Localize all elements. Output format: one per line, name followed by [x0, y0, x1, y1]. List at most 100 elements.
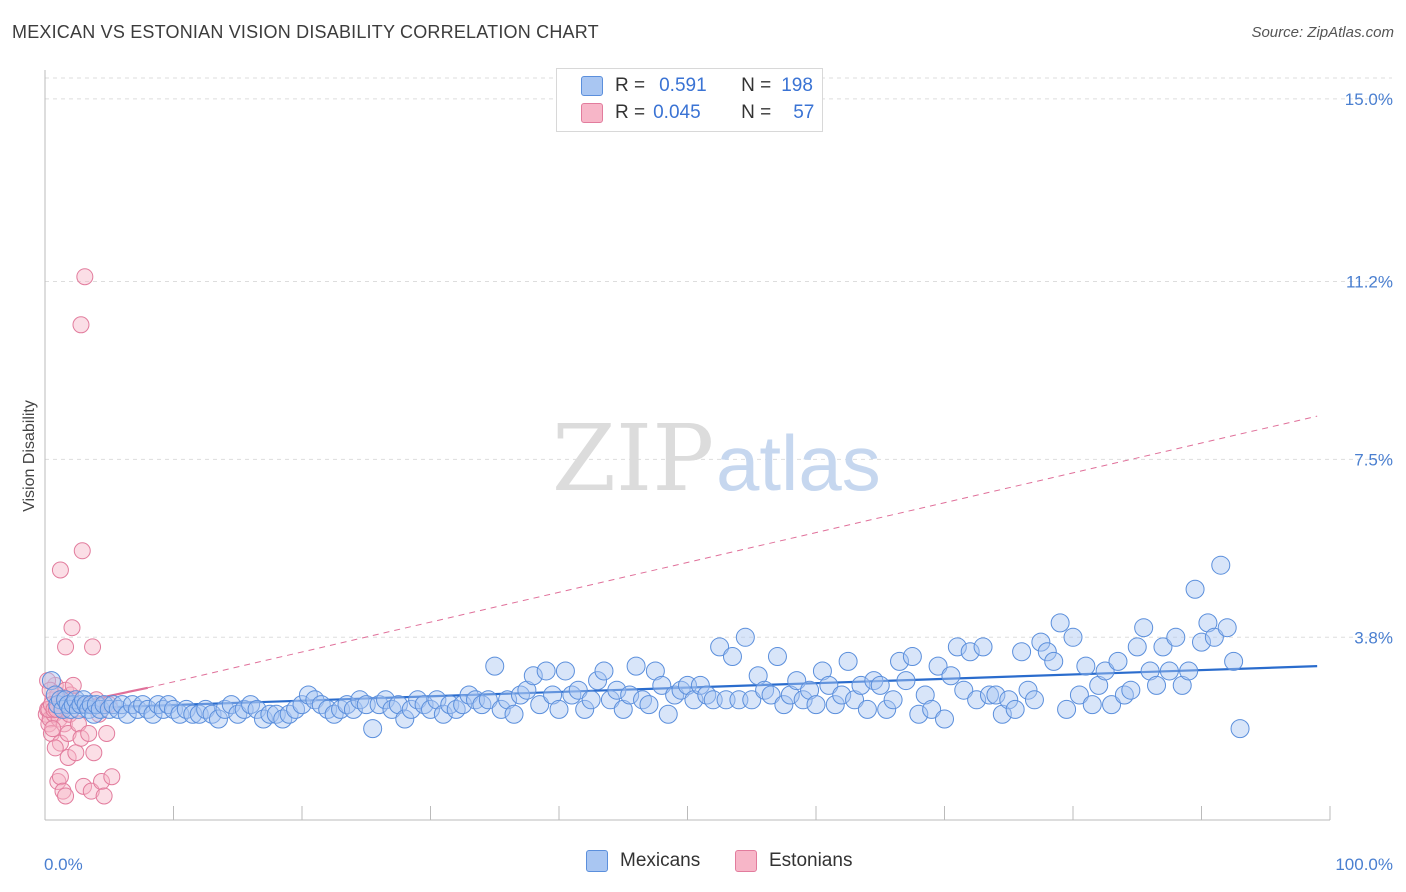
estonians-point — [84, 638, 102, 656]
series-legend: Mexicans Estonians — [0, 850, 1406, 880]
mexicans-point — [228, 704, 248, 724]
watermark-atlas: atlas — [716, 419, 881, 507]
estonians-point — [51, 561, 69, 579]
legend-label-estonians: Estonians — [769, 850, 853, 871]
mexicans-point — [286, 699, 306, 719]
mexicans-point — [613, 699, 633, 719]
mexicans-point — [594, 661, 614, 681]
estonians-point — [49, 773, 67, 791]
mexicans-point — [1230, 719, 1250, 739]
mexicans-point — [530, 695, 550, 715]
mexicans-point — [909, 704, 929, 724]
mexicans-point — [722, 647, 742, 667]
estonians-point — [63, 619, 81, 637]
n-value: 57 — [793, 102, 815, 123]
n-value: 198 — [781, 75, 813, 96]
mexicans-point — [523, 666, 543, 686]
mexicans-point — [1140, 661, 1160, 681]
mexicans-point — [870, 675, 890, 695]
mexicans-point — [517, 680, 537, 700]
mexicans-point — [825, 695, 845, 715]
mexicans-point — [877, 699, 897, 719]
legend-item-mexicans[interactable]: Mexicans — [586, 850, 700, 872]
mexicans-point — [395, 709, 415, 729]
mexicans-point — [279, 704, 299, 724]
mexicans-point — [337, 695, 357, 715]
mexicans-point — [915, 685, 935, 705]
estonians-point — [93, 773, 111, 791]
mexicans-point — [755, 680, 775, 700]
mexicans-point — [1095, 661, 1115, 681]
mexicans-point — [215, 699, 235, 719]
mexicans-point — [954, 680, 974, 700]
mexicans-point — [41, 671, 61, 691]
mexicans-point — [620, 685, 640, 705]
mexicans-point — [408, 690, 428, 710]
mexicans-point — [343, 699, 363, 719]
mexicans-point — [401, 699, 421, 719]
mexicans-point — [491, 699, 511, 719]
mexicans-point — [562, 685, 582, 705]
mexicans-swatch — [581, 76, 603, 96]
mexicans-point — [960, 642, 980, 662]
estonians-swatch — [581, 103, 603, 123]
estonians-swatch — [735, 850, 757, 872]
mexicans-point — [864, 671, 884, 691]
mexicans-point — [896, 671, 916, 691]
mexicans-point — [1159, 661, 1179, 681]
r-label: R = — [615, 102, 646, 123]
mexicans-point — [549, 699, 569, 719]
mexicans-point — [581, 690, 601, 710]
r-value: 0.591 — [659, 75, 707, 96]
estonians-point — [95, 787, 113, 805]
legend-row-mexicans: R = 0.591 N = 198 — [581, 73, 813, 99]
mexicans-point — [1172, 675, 1192, 695]
estonians-point — [67, 744, 85, 762]
legend-label-mexicans: Mexicans — [620, 850, 701, 871]
mexicans-point — [645, 661, 665, 681]
mexicans-point — [1018, 680, 1038, 700]
legend-item-estonians[interactable]: Estonians — [735, 850, 852, 872]
mexicans-point — [992, 704, 1012, 724]
mexicans-point — [221, 695, 241, 715]
mexicans-point — [363, 719, 383, 739]
mexicans-point — [1031, 632, 1051, 652]
source-label: Source: ZipAtlas.com — [1251, 24, 1394, 41]
mexicans-point — [665, 685, 685, 705]
estonians-point — [46, 739, 64, 757]
chart-title: MEXICAN VS ESTONIAN VISION DISABILITY CO… — [12, 22, 599, 42]
mexicans-point — [973, 637, 993, 657]
mexicans-point — [774, 695, 794, 715]
mexicans-point — [421, 699, 440, 719]
mexicans-point — [117, 704, 137, 724]
mexicans-point — [298, 685, 318, 705]
mexicans-point — [112, 695, 132, 715]
mexicans-point — [510, 685, 530, 705]
mexicans-point — [1069, 685, 1089, 705]
x-tick-label: 0.0% — [44, 855, 83, 874]
mexicans-point — [967, 690, 987, 710]
estonians-point — [57, 638, 75, 656]
y-tick-labels: 3.8% 7.5% 11.2% 15.0% — [1345, 90, 1393, 647]
estonians-point — [72, 316, 90, 334]
estonians-point — [57, 787, 75, 805]
mexicans-point — [292, 695, 312, 715]
mexicans-point — [819, 675, 839, 695]
mexicans-point — [1192, 632, 1211, 652]
mexicans-point — [1185, 579, 1205, 599]
mexicans-point — [1147, 675, 1167, 695]
mexicans-point — [305, 690, 325, 710]
mexicans-point — [639, 695, 659, 715]
mexicans-point — [183, 704, 203, 724]
grid-lines — [45, 77, 1392, 638]
mexicans-point — [369, 695, 389, 715]
mexicans-point — [928, 656, 948, 676]
mexicans-point — [472, 695, 492, 715]
mexicans-point — [607, 680, 627, 700]
mexicans-point — [1134, 618, 1154, 638]
mexicans-point — [787, 671, 807, 691]
mexicans-point — [800, 680, 820, 700]
mexicans-point — [376, 690, 396, 710]
mexicans-point — [883, 690, 903, 710]
mexicans-point — [935, 709, 954, 729]
